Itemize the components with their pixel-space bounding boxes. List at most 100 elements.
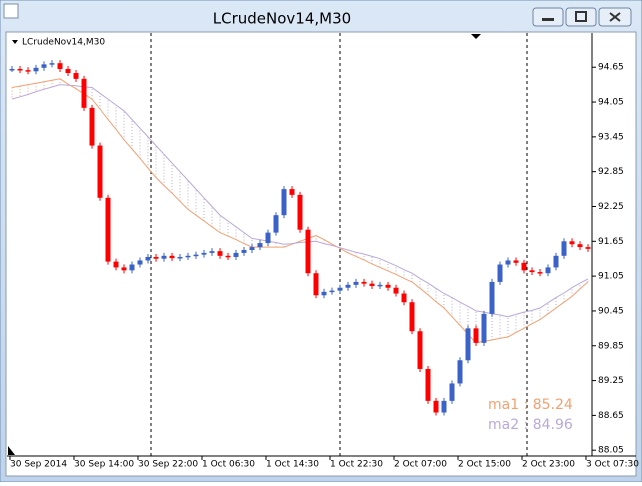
x-tick-label: 1 Oct 06:30 bbox=[202, 460, 255, 470]
candle-body bbox=[193, 254, 199, 257]
candle-body bbox=[225, 255, 231, 258]
corner-marker bbox=[8, 446, 15, 455]
chart-menu-arrow[interactable] bbox=[12, 40, 18, 44]
candle-body bbox=[105, 197, 111, 262]
candle-body bbox=[465, 328, 471, 361]
y-tick-label: 94.05 bbox=[598, 98, 624, 108]
y-tick-label: 88.65 bbox=[598, 411, 624, 421]
x-tick-label: 2 Oct 23:00 bbox=[522, 460, 575, 470]
candle-body bbox=[457, 360, 463, 384]
candle-body bbox=[393, 287, 399, 294]
y-tick-label: 93.45 bbox=[598, 132, 624, 142]
candle-body bbox=[449, 383, 455, 401]
candle-body bbox=[81, 78, 87, 108]
candle-body bbox=[521, 262, 527, 271]
candle-body bbox=[65, 68, 71, 74]
candle-body bbox=[97, 145, 103, 198]
candle-body bbox=[345, 284, 351, 288]
candle-body bbox=[401, 293, 407, 303]
candle-body bbox=[153, 256, 159, 259]
candle-body bbox=[425, 368, 431, 401]
candle-body bbox=[241, 250, 247, 253]
candle-body bbox=[129, 264, 135, 271]
legend-entry: ma2 : 84.96 bbox=[488, 417, 573, 433]
candle-body bbox=[233, 252, 239, 257]
candle-body bbox=[185, 255, 191, 258]
candle-body bbox=[177, 256, 183, 259]
close-icon bbox=[609, 12, 621, 22]
x-tick-label: 30 Sep 14:00 bbox=[74, 460, 134, 470]
chart-label: LCrudeNov14,M30 bbox=[22, 38, 105, 48]
maximize-icon bbox=[575, 11, 587, 22]
candle-body bbox=[201, 252, 207, 255]
candle-body bbox=[489, 281, 495, 314]
x-tick-label: 30 Sep 2014 bbox=[10, 460, 67, 470]
y-tick-label: 88.05 bbox=[598, 446, 624, 456]
y-tick-label: 89.25 bbox=[598, 376, 624, 386]
minimize-button[interactable] bbox=[532, 7, 564, 27]
candle-body bbox=[249, 247, 255, 251]
candle-body bbox=[385, 284, 391, 288]
window-title: LCrudeNov14,M30 bbox=[213, 10, 351, 28]
y-tick-label: 92.25 bbox=[598, 202, 624, 212]
window-icon bbox=[3, 3, 19, 19]
y-tick-label: 89.85 bbox=[598, 341, 624, 351]
ma-line bbox=[11, 78, 589, 344]
candle-body bbox=[25, 70, 31, 72]
legend-entry: ma1 : 85.24 bbox=[488, 397, 573, 413]
candle-body bbox=[569, 241, 575, 245]
candle-body bbox=[417, 331, 423, 369]
candle-body bbox=[9, 68, 15, 71]
candle-body bbox=[257, 243, 263, 248]
candle-body bbox=[529, 270, 535, 273]
day-separators bbox=[150, 33, 528, 456]
candle-body bbox=[577, 244, 583, 248]
candle-body bbox=[33, 67, 39, 72]
candle-body bbox=[121, 267, 127, 271]
x-tick-label: 2 Oct 07:00 bbox=[394, 460, 447, 470]
x-tick-label: 3 Oct 07:30 bbox=[586, 460, 639, 470]
candle-body bbox=[433, 400, 439, 413]
candle-body bbox=[113, 261, 119, 268]
candle-body bbox=[537, 272, 543, 274]
candle-body bbox=[209, 251, 215, 253]
candle-body bbox=[441, 400, 447, 413]
candle-body bbox=[305, 229, 311, 274]
candle-body bbox=[145, 256, 151, 261]
candle-body bbox=[281, 189, 287, 216]
candle-body bbox=[473, 328, 479, 343]
candle-body bbox=[169, 255, 175, 259]
candle-body bbox=[41, 64, 47, 68]
candle-body bbox=[377, 284, 383, 287]
y-tick-label: 91.05 bbox=[598, 272, 624, 282]
y-tick-label: 90.45 bbox=[598, 306, 624, 316]
y-tick-label: 92.85 bbox=[598, 167, 624, 177]
candle-body bbox=[313, 273, 319, 296]
candle-body bbox=[585, 247, 591, 249]
candle-body bbox=[505, 260, 511, 265]
x-tick-label: 1 Oct 14:30 bbox=[266, 460, 319, 470]
candle-body bbox=[561, 241, 567, 256]
candle-body bbox=[497, 264, 503, 282]
x-tick-label: 2 Oct 15:00 bbox=[458, 460, 511, 470]
maximize-button[interactable] bbox=[565, 7, 597, 27]
candle-body bbox=[369, 283, 375, 286]
candle-body bbox=[17, 68, 23, 71]
candle-body bbox=[353, 281, 359, 285]
candle-body bbox=[329, 290, 335, 293]
candle-body bbox=[321, 291, 327, 296]
x-tick-label: 30 Sep 22:00 bbox=[138, 460, 198, 470]
chart-area bbox=[5, 31, 637, 477]
shift-marker bbox=[471, 34, 481, 39]
candle-body bbox=[89, 107, 95, 146]
candle-body bbox=[161, 255, 167, 259]
y-tick-label: 91.65 bbox=[598, 237, 624, 247]
candle-body bbox=[49, 63, 55, 65]
candle-body bbox=[297, 194, 303, 230]
candle-body bbox=[553, 255, 559, 268]
candle-body bbox=[217, 251, 223, 256]
candle-body bbox=[337, 287, 343, 291]
candle-body bbox=[137, 260, 143, 265]
candle-body bbox=[409, 302, 415, 332]
candle-body bbox=[265, 232, 271, 244]
